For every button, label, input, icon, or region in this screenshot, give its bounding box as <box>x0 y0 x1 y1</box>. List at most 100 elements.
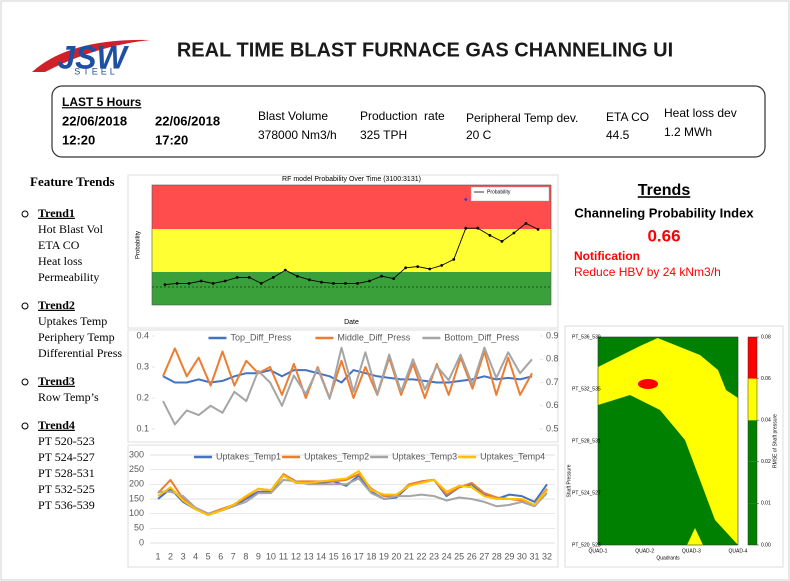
x-tick-label: 16 <box>341 551 351 561</box>
y-tick-label: 300 <box>129 449 144 459</box>
point <box>416 265 420 268</box>
x-tick-label: 24 <box>442 551 452 561</box>
x-tick-label: 9 <box>256 551 261 561</box>
panel <box>127 329 559 443</box>
x-tick-label: 19 <box>379 551 389 561</box>
point <box>223 279 227 283</box>
metric-value: 20 C <box>466 128 492 142</box>
logo: JSW STEEL <box>32 39 150 76</box>
point <box>211 282 215 285</box>
point <box>175 282 179 285</box>
contour-region <box>687 528 703 545</box>
contour-region <box>638 379 658 389</box>
y-tick-label: 150 <box>129 493 144 503</box>
x-tick-label: QUAD-2 <box>635 548 654 554</box>
legend-label: Bottom_Diff_Press <box>444 332 519 342</box>
contour-region <box>598 395 738 545</box>
y-tick-label: PT_536_539 <box>572 334 601 340</box>
panel <box>127 444 559 568</box>
y-tick-label: 200 <box>129 479 144 489</box>
point <box>392 277 396 280</box>
plot-frame <box>151 184 552 306</box>
index-label: Channeling Probability Index <box>574 205 754 220</box>
y2-tick-label: 0.5 <box>546 423 559 433</box>
trend-item: PT 536-539 <box>38 498 95 512</box>
series-line <box>157 473 548 515</box>
point <box>488 234 492 237</box>
start-date: 22/06/2018 <box>62 113 127 128</box>
point <box>524 222 528 225</box>
x-tick-label: 23 <box>429 551 439 561</box>
point <box>512 231 516 235</box>
y-tick-label: PT_524_527 <box>572 490 601 496</box>
trend-item: Hot Blast Vol <box>38 222 104 236</box>
point <box>271 276 275 279</box>
start-time: 12:20 <box>62 132 95 147</box>
x-tick-label: 7 <box>231 551 236 561</box>
metric-label: Blast Volume <box>258 109 328 123</box>
colorbar-segment <box>748 420 757 462</box>
point <box>428 267 432 271</box>
x-tick-label: 3 <box>181 551 186 561</box>
x-tick-label: QUAD-1 <box>589 548 608 554</box>
contour-region <box>598 337 660 367</box>
end-time: 17:20 <box>155 132 188 147</box>
trend-item: PT 524-527 <box>38 450 95 464</box>
colorbar-frame <box>747 336 758 546</box>
feature-title: Feature Trends <box>30 174 115 189</box>
trend-name: Trend1 <box>38 206 75 220</box>
colorbar-label: RMSE of Shaft pressure <box>772 414 778 468</box>
legend-label: Uptakes_Temp2 <box>304 451 369 461</box>
legend-label: Top_Diff_Press <box>230 332 291 342</box>
x-tick-label: 29 <box>504 551 514 561</box>
legend-label: Middle_Diff_Press <box>337 332 410 342</box>
trend-item: Periphery Temp <box>38 330 115 344</box>
contour-field <box>597 336 739 546</box>
bullet <box>21 302 29 310</box>
y2-tick-label: 0.6 <box>546 400 559 410</box>
trend-item: ETA CO <box>38 238 80 252</box>
x-tick-label: 20 <box>391 551 401 561</box>
point <box>199 279 203 283</box>
panel <box>564 325 784 568</box>
point <box>476 226 480 230</box>
point <box>295 274 299 278</box>
metric-label: Peripheral Temp dev. <box>466 111 578 125</box>
y-tick-label: PT_528_531 <box>572 438 601 444</box>
x-axis-label: Date <box>344 319 359 326</box>
trend-item: Permeability <box>38 270 99 284</box>
y-tick-label: 100 <box>129 508 144 518</box>
end-date: 22/06/2018 <box>155 113 220 128</box>
x-tick-label: 8 <box>243 551 248 561</box>
y-tick-label: 0.1 <box>136 423 149 433</box>
x-axis-label: Quadrants <box>656 555 680 561</box>
x-tick-label: 6 <box>218 551 223 561</box>
y-tick-label: 0.2 <box>136 392 149 402</box>
point <box>307 278 311 282</box>
colorbar-segment <box>748 503 757 545</box>
notification: Reduce HBV by 24 kNm3/h <box>574 265 721 279</box>
trend-name: Trend4 <box>38 418 75 432</box>
x-tick-label: 32 <box>542 551 552 561</box>
y-tick-label: 0 <box>139 537 144 547</box>
metric-label: ETA CO <box>606 110 649 124</box>
point <box>356 282 359 285</box>
point <box>163 283 167 286</box>
bullet <box>21 210 29 218</box>
chart-title: RF model Probability Over Time (3100:313… <box>282 176 421 183</box>
series-line <box>162 346 533 426</box>
point <box>380 274 383 278</box>
metric-value: 378000 Nm3/h <box>258 128 337 142</box>
colorbar-segment <box>748 337 757 379</box>
zone <box>152 272 551 305</box>
point <box>500 240 504 243</box>
series-line <box>157 470 548 517</box>
metric-label: Heat loss dev <box>664 106 737 120</box>
y-tick-label: 50 <box>134 523 144 533</box>
series-line <box>164 222 539 286</box>
x-tick-label: 22 <box>417 551 427 561</box>
summary-box <box>51 85 766 158</box>
colorbar-tick-label: 0.01 <box>761 501 771 507</box>
trend-item: Differential Press <box>38 346 122 360</box>
plot-frame <box>597 336 739 546</box>
